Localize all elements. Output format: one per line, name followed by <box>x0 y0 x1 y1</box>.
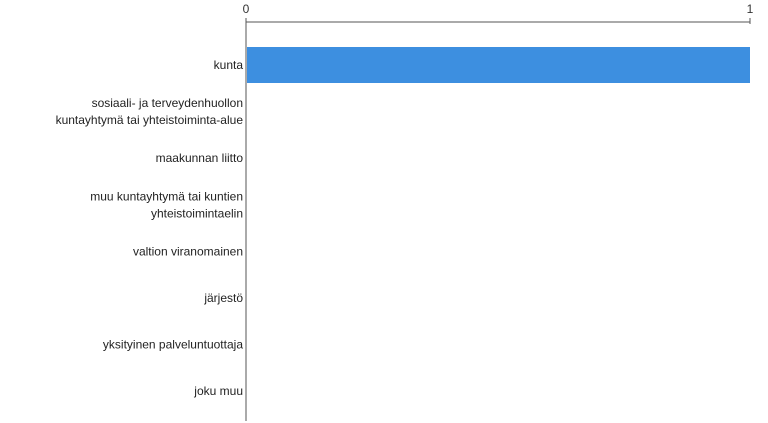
category-label: joku muu <box>193 384 243 398</box>
category-label: kunta <box>214 58 244 72</box>
category-label: yksityinen palveluntuottaja <box>103 338 243 352</box>
chart-axes <box>245 18 750 421</box>
x-tick-label: 0 <box>243 2 250 16</box>
bar <box>247 47 750 83</box>
category-label: maakunnan liitto <box>156 151 244 165</box>
category-label: järjestö <box>203 291 243 305</box>
category-label: sosiaali- ja terveydenhuollon kuntayhtymä… <box>56 96 244 127</box>
category-label: muu kuntayhtymä tai kuntien yhteistoimint… <box>90 189 243 220</box>
category-labels: kunta sosiaali- ja terveydenhuollon kuntay… <box>56 58 244 398</box>
category-label: valtion viranomainen <box>133 244 243 258</box>
chart-bars <box>247 47 750 83</box>
x-tick-label: 1 <box>747 2 754 16</box>
